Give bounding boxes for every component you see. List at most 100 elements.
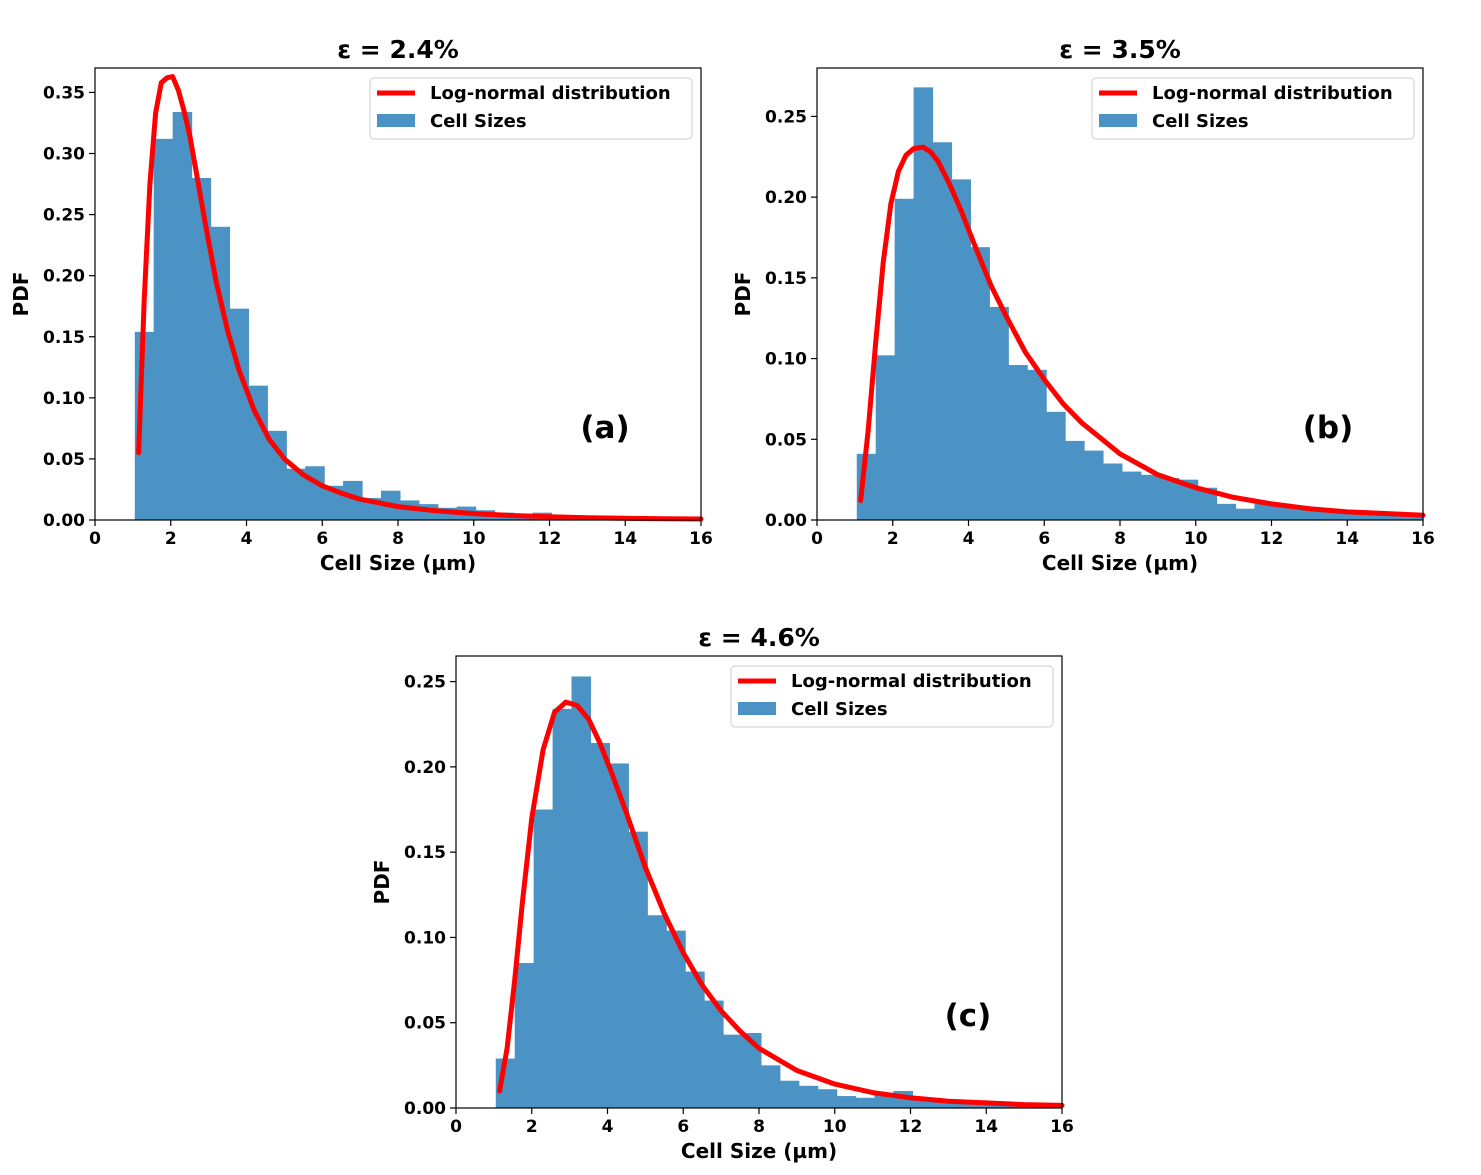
- x-tick-label: 4: [602, 1117, 614, 1137]
- x-tick-label: 2: [165, 529, 177, 549]
- histogram-bar: [1349, 510, 1369, 520]
- y-tick-label: 0.25: [765, 107, 807, 127]
- y-tick-label: 0.05: [765, 430, 807, 450]
- chart-title: ε = 4.6%: [698, 623, 820, 652]
- histogram-bar: [894, 198, 915, 520]
- x-tick-label: 12: [538, 529, 562, 549]
- histogram-bar: [1311, 508, 1331, 520]
- y-tick-label: 0.30: [43, 145, 85, 165]
- histogram-bar: [533, 809, 554, 1108]
- legend-label-fit: Log-normal distribution: [430, 83, 671, 104]
- x-tick-label: 4: [241, 529, 253, 549]
- histogram-bar: [951, 179, 971, 520]
- histogram-bar: [855, 1097, 876, 1108]
- chart-panel-c: ε = 4.6% 0 2 4 6 8 10 12 14 16 0.00 0.05 0.10 0.15 0.2…: [370, 623, 1074, 1163]
- x-tick-label: 8: [1114, 529, 1126, 549]
- histogram-bar: [248, 385, 268, 520]
- x-axis-label: Cell Size (µm): [1042, 551, 1198, 575]
- histogram-bar: [723, 1034, 743, 1108]
- histogram-bar: [970, 247, 990, 520]
- histogram-bar: [817, 1089, 838, 1108]
- x-tick-label: 10: [1184, 529, 1208, 549]
- histogram-bar: [969, 1104, 989, 1108]
- x-tick-label: 6: [1038, 529, 1050, 549]
- y-tick-label: 0.00: [43, 511, 85, 531]
- histogram-bar: [1254, 502, 1274, 520]
- histogram-bar: [647, 915, 667, 1108]
- histogram-bar: [286, 468, 306, 520]
- histogram-bar: [779, 1080, 800, 1108]
- histogram-bar: [1065, 440, 1085, 520]
- y-tick-label: 0.10: [404, 928, 446, 948]
- y-tick-label: 0.10: [43, 389, 85, 409]
- histogram-bars: [495, 676, 1063, 1108]
- y-tick-label: 0.15: [404, 843, 446, 863]
- x-tick-label: 6: [677, 1117, 689, 1137]
- histogram-bar: [1140, 474, 1161, 520]
- y-tick-label: 0.20: [765, 188, 807, 208]
- histogram-bar: [1008, 365, 1028, 520]
- x-tick-label: 2: [526, 1117, 538, 1137]
- y-tick-label: 0.05: [43, 450, 85, 470]
- histogram-bar: [1216, 503, 1237, 520]
- histogram-bar: [571, 676, 592, 1108]
- y-tick-label: 0.35: [43, 83, 85, 103]
- histogram-bars: [856, 87, 1424, 520]
- chart-title: ε = 3.5%: [1059, 35, 1181, 64]
- histogram-bar: [191, 177, 212, 520]
- y-tick-label: 0.00: [404, 1099, 446, 1119]
- histogram-bar: [741, 1032, 762, 1108]
- y-tick-label: 0.25: [43, 206, 85, 226]
- x-tick-label: 14: [1335, 529, 1359, 549]
- histogram-bar: [305, 466, 325, 520]
- legend: Log-normal distribution Cell Sizes: [1091, 77, 1415, 140]
- y-axis-label: PDF: [731, 272, 755, 317]
- x-tick-label: 0: [811, 529, 823, 549]
- x-tick-label: 6: [316, 529, 328, 549]
- y-tick-label: 0.15: [43, 328, 85, 348]
- histogram-bar: [590, 742, 610, 1108]
- legend-bar-swatch: [377, 114, 415, 127]
- histogram-bar: [1178, 479, 1199, 520]
- histogram-bar: [609, 763, 629, 1108]
- histogram-bar: [704, 1000, 724, 1108]
- y-axis-label: PDF: [9, 272, 33, 317]
- legend: Log-normal distribution Cell Sizes: [730, 665, 1054, 728]
- x-tick-label: 10: [462, 529, 486, 549]
- x-axis-label: Cell Size (µm): [681, 1139, 837, 1163]
- histogram-bar: [1330, 510, 1350, 520]
- x-tick-label: 12: [899, 1117, 923, 1137]
- legend-label-bars: Cell Sizes: [791, 699, 888, 720]
- histogram-bar: [552, 708, 573, 1108]
- y-tick-label: 0.25: [404, 673, 446, 693]
- histogram-bar: [1046, 411, 1066, 520]
- x-tick-label: 14: [974, 1117, 998, 1137]
- x-axis-label: Cell Size (µm): [320, 551, 476, 575]
- x-tick-label: 8: [753, 1117, 765, 1137]
- panel-label: (b): [1303, 410, 1354, 446]
- x-tick-label: 12: [1260, 529, 1284, 549]
- histogram-bar: [1197, 487, 1218, 520]
- x-tick-label: 16: [1050, 1117, 1074, 1137]
- x-tick-label: 0: [450, 1117, 462, 1137]
- histogram-bar: [153, 138, 174, 520]
- x-tick-label: 4: [963, 529, 975, 549]
- chart-panel-b: ε = 3.5% 0 2 4 6 8 10 12 14 16 0.00 0.05 0.10 0.15 0.2…: [731, 35, 1435, 575]
- legend-box: [1091, 77, 1415, 140]
- histogram-bar: [760, 1065, 781, 1108]
- x-tick-label: 14: [613, 529, 637, 549]
- histogram-bar: [913, 87, 934, 520]
- legend-box: [730, 665, 1054, 728]
- y-axis-label: PDF: [370, 860, 394, 905]
- x-tick-label: 16: [689, 529, 713, 549]
- histogram-bar: [1368, 511, 1388, 520]
- histogram-bar: [912, 1099, 932, 1108]
- histogram-bar: [1159, 478, 1180, 520]
- histogram-bar: [514, 963, 535, 1108]
- legend-label-bars: Cell Sizes: [1152, 111, 1249, 132]
- histogram-bar: [932, 142, 953, 520]
- legend-bar-swatch: [738, 702, 776, 715]
- legend-label-fit: Log-normal distribution: [1152, 83, 1393, 104]
- histogram-bar: [343, 480, 363, 520]
